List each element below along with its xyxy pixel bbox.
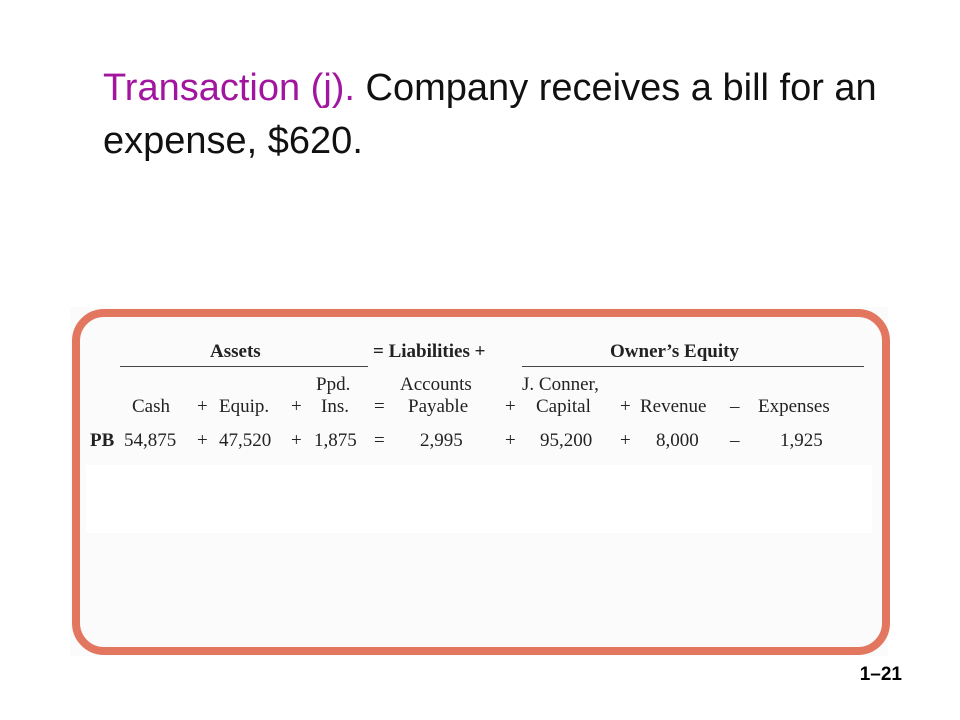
cash-header: Cash (132, 396, 170, 417)
pb-accounts-payable-value: 2,995 (420, 430, 463, 451)
col-minus: – (730, 396, 740, 417)
pb-equals: = (374, 430, 385, 451)
pb-expenses-value: 1,925 (780, 430, 823, 451)
accounts-payable-header-line2: Payable (408, 396, 469, 417)
col-equals: = (374, 396, 385, 417)
pb-ppd-ins-value: 1,875 (314, 430, 357, 451)
pb-equipment-value: 47,520 (219, 430, 272, 451)
owners-equity-header: Owner’s Equity (610, 341, 739, 362)
ppd-ins-header-line2: Ins. (321, 396, 349, 417)
assets-rule (120, 366, 368, 367)
capital-header-line1: J. Conner, (522, 374, 599, 395)
expenses-header: Expenses (758, 396, 830, 417)
capital-header-line2: Capital (536, 396, 591, 417)
equipment-header: Equip. (219, 396, 270, 417)
slide-title: Transaction (j). Company receives a bill… (103, 62, 903, 168)
col-plus-1: + (197, 396, 208, 417)
col-plus-3: + (505, 396, 516, 417)
ppd-ins-header-line1: Ppd. (316, 374, 351, 395)
pb-plus-2: + (291, 430, 302, 451)
pb-capital-value: 95,200 (540, 430, 593, 451)
slide-number: 1–21 (859, 664, 902, 685)
assets-header: Assets (210, 341, 261, 362)
pb-plus-3: + (505, 430, 516, 451)
blank-answer-area (86, 465, 872, 533)
accounts-payable-header-line1: Accounts (400, 374, 472, 395)
pb-plus-4: + (620, 430, 631, 451)
title-highlight: Transaction (j). (103, 67, 355, 109)
pb-cash-value: 54,875 (124, 430, 177, 451)
col-plus-2: + (291, 396, 302, 417)
liabilities-header: = Liabilities + (373, 341, 486, 362)
col-plus-4: + (620, 396, 631, 417)
equity-rule (522, 366, 864, 367)
revenue-header: Revenue (640, 396, 707, 417)
pb-plus-1: + (197, 430, 208, 451)
pb-revenue-value: 8,000 (656, 430, 699, 451)
title-text: Company receives a bill for an expense, … (103, 67, 877, 162)
accounting-equation-table: Assets = Liabilities + Owner’s Equity Pp… (86, 335, 866, 460)
equation-frame (72, 309, 890, 655)
pb-minus: – (730, 430, 740, 451)
pb-row-label: PB (90, 430, 115, 451)
